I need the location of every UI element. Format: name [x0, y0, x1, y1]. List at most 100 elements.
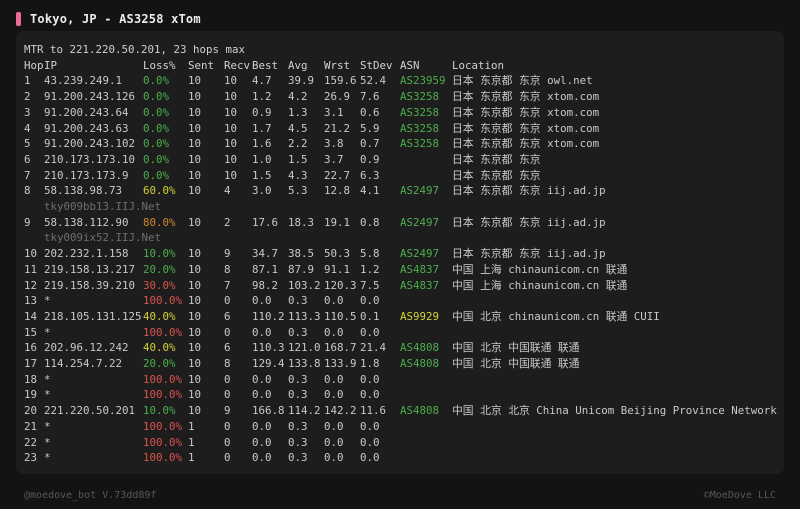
cell-recv: 9 [224, 247, 231, 261]
cell-avg: 87.9 [288, 262, 315, 276]
cell-sent: 10 [188, 137, 202, 151]
table-row: 5 91.200.243.102 0.0% 10 10 1.6 2.2 3.8 0.7 AS325… [24, 136, 776, 152]
cell-stdev: 0.0 [360, 325, 380, 339]
cell-avg: 4.3 [288, 168, 308, 182]
cell-stdev: 5.9 [360, 121, 380, 135]
cell-location: 日本 东京都 东京 [452, 168, 541, 182]
cell-avg: 38.5 [288, 247, 315, 261]
cell-sent: 10 [188, 372, 202, 386]
cell-best: 3.0 [252, 184, 272, 198]
cell-recv: 10 [224, 105, 238, 119]
cell-stdev: 0.0 [360, 372, 380, 386]
table-row: 2 91.200.243.126 0.0% 10 10 1.2 4.2 26.9 7.6 AS32… [24, 89, 776, 105]
cell-ip: 219.158.13.217 [44, 262, 136, 276]
cell-hop: 5 [24, 137, 31, 151]
cell-loss: 80.0% [143, 215, 176, 229]
cell-best: 129.4 [252, 357, 285, 371]
cell-avg: 121.0 [288, 341, 321, 355]
cell-wrst: 159.6 [324, 74, 357, 88]
cell-ip: 218.105.131.125 [44, 309, 142, 323]
cell-best: 0.0 [252, 435, 272, 449]
cell-loss: 20.0% [143, 262, 176, 276]
cell-avg: 4.5 [288, 121, 308, 135]
cell-best: 1.5 [252, 168, 272, 182]
cell-sent: 10 [188, 357, 202, 371]
cell-hop: 11 [24, 262, 38, 276]
cell-best: 0.9 [252, 105, 272, 119]
cell-recv: 10 [224, 168, 238, 182]
cell-recv: 10 [224, 90, 238, 104]
cell-recv: 0 [224, 451, 231, 465]
cell-best: 0.0 [252, 451, 272, 465]
footer: @moedove_bot V.73dd89f ©MoeDove LLC [24, 490, 776, 501]
cell-ip: * [44, 325, 51, 339]
cell-stdev: 11.6 [360, 404, 387, 418]
cell-loss: 0.0% [143, 137, 170, 151]
cell-asn [400, 293, 452, 309]
cell-hop: 3 [24, 105, 31, 119]
cell-sent: 10 [188, 388, 202, 402]
cell-hop: 15 [24, 325, 38, 339]
cell-recv: 6 [224, 341, 231, 355]
cell-avg: 0.3 [288, 388, 308, 402]
cell-stdev: 0.9 [360, 152, 380, 166]
cell-location: 日本 东京都 东京 [452, 152, 541, 166]
cell-avg: 1.5 [288, 152, 308, 166]
cell-location: 日本 东京都 东京 xtom.com [452, 137, 600, 151]
cell-loss: 0.0% [143, 152, 170, 166]
cell-best: 87.1 [252, 262, 279, 276]
cell-hop: 17 [24, 357, 38, 371]
cell-avg: 2.2 [288, 137, 308, 151]
cell-ip: 91.200.243.126 [44, 90, 136, 104]
cell-hop: 14 [24, 309, 38, 323]
cell-wrst: 0.0 [324, 419, 344, 433]
cell-avg: 133.8 [288, 357, 321, 371]
cell-location: 日本 东京都 东京 xtom.com [452, 90, 600, 104]
cell-best: 1.2 [252, 90, 272, 104]
cell-avg: 114.2 [288, 404, 321, 418]
cell-wrst: 0.0 [324, 451, 344, 465]
cell-wrst: 3.8 [324, 137, 344, 151]
cell-wrst: 91.1 [324, 262, 351, 276]
cell-loss: 40.0% [143, 309, 176, 323]
cell-recv: 0 [224, 372, 231, 386]
table-row: 16 202.96.12.242 40.0% 10 6 110.3 121.0 168.7 21… [24, 340, 776, 356]
cell-best: 1.0 [252, 152, 272, 166]
cell-hop: 9 [24, 215, 31, 229]
cell-wrst: 3.1 [324, 105, 344, 119]
cell-ip: 202.232.1.158 [44, 247, 129, 261]
cell-location [452, 293, 776, 309]
cell-sent: 1 [188, 435, 195, 449]
cell-location [452, 387, 776, 403]
cell-hop: 1 [24, 74, 31, 88]
table-row: 7 210.173.173.9 0.0% 10 10 1.5 4.3 22.7 6.3 日本 东京… [24, 168, 776, 184]
cell-loss: 100.0% [143, 435, 183, 449]
cell-location: 中国 北京 中国联通 联通 [452, 357, 580, 371]
cell-stdev: 6.3 [360, 168, 380, 182]
column-header-asn: ASN [400, 58, 420, 72]
cell-best: 0.0 [252, 419, 272, 433]
table-row: 9 58.138.112.90 80.0% 10 2 17.6 18.3 19.1 0.8 AS2… [24, 215, 776, 231]
cell-hop: 8 [24, 184, 31, 198]
table-row: 21 * 100.0% 1 0 0.0 0.3 0.0 0.0 [24, 419, 776, 435]
cell-asn [400, 372, 452, 388]
cell-avg: 113.3 [288, 309, 321, 323]
cell-avg: 4.2 [288, 90, 308, 104]
table-body: 1 43.239.249.1 0.0% 10 10 4.7 39.9 159.6 52.4 AS2… [24, 73, 777, 466]
cell-sent: 10 [188, 215, 202, 229]
cell-ip: 58.138.112.90 [44, 215, 129, 229]
cell-ip: 91.200.243.63 [44, 121, 129, 135]
cell-loss: 30.0% [143, 278, 176, 292]
cell-asn: AS2497 [400, 247, 440, 261]
cell-asn [400, 168, 452, 184]
cell-recv: 10 [224, 121, 238, 135]
cell-ip: * [44, 451, 51, 465]
cell-stdev: 4.1 [360, 184, 380, 198]
cell-wrst: 3.7 [324, 152, 344, 166]
cell-location [452, 372, 776, 388]
table-row: 22 * 100.0% 1 0 0.0 0.3 0.0 0.0 [24, 435, 776, 451]
cell-hop: 20 [24, 404, 38, 418]
cell-best: 98.2 [252, 278, 279, 292]
cell-avg: 0.3 [288, 419, 308, 433]
cell-location: 日本 东京都 东京 iij.ad.jp [452, 184, 606, 198]
